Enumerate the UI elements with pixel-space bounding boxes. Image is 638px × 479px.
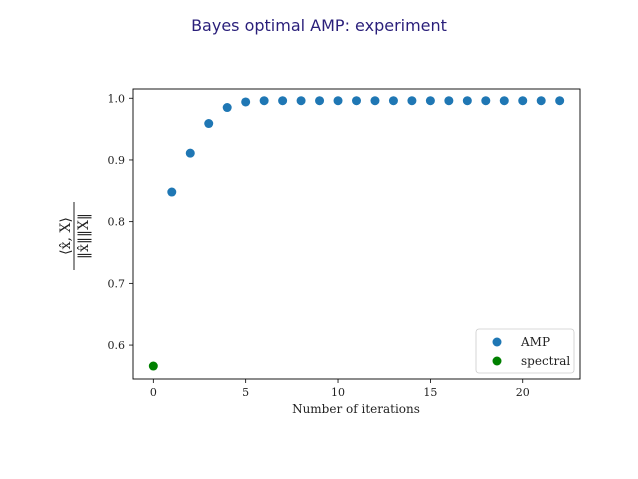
legend-marker-spectral — [492, 356, 502, 366]
data-point-amp — [407, 96, 417, 106]
data-point-amp — [241, 97, 251, 107]
legend: AMP spectral — [475, 328, 575, 374]
data-point-amp — [259, 96, 269, 106]
data-point-amp — [185, 148, 195, 158]
y-axis-ticks: 0.6 0.7 0.8 0.9 1.0 — [108, 92, 133, 352]
y-axis-label-denominator: ‖x̂‖‖X‖ — [76, 213, 92, 259]
x-tick-label: 15 — [423, 386, 437, 399]
data-point-amp — [388, 96, 398, 106]
chart-title: Bayes optimal AMP: experiment — [191, 16, 447, 35]
data-point-amp — [536, 96, 546, 106]
data-point-amp — [425, 96, 435, 106]
plot-area-frame — [132, 88, 581, 380]
data-point-amp — [315, 96, 325, 106]
legend-label-spectral: spectral — [521, 354, 570, 368]
y-tick-label: 0.7 — [108, 277, 126, 290]
x-tick-label: 0 — [150, 386, 157, 399]
y-tick-label: 0.9 — [108, 154, 126, 167]
data-point-amp — [222, 103, 232, 113]
data-point-amp — [370, 96, 380, 106]
data-point-spectral — [148, 361, 158, 371]
x-axis-label: Number of iterations — [292, 402, 420, 416]
y-axis-label-numerator: ⟨x̂, X⟩ — [58, 217, 74, 255]
data-point-amp — [462, 96, 472, 106]
data-point-amp — [481, 96, 491, 106]
y-axis-label: ⟨x̂, X⟩ ‖x̂‖‖X‖ — [58, 202, 92, 270]
y-tick-label: 0.8 — [108, 216, 126, 229]
x-axis-ticks: 0 5 10 15 20 — [150, 379, 530, 399]
data-points — [148, 96, 565, 371]
y-tick-label: 1.0 — [108, 92, 126, 105]
data-point-amp — [518, 96, 528, 106]
data-point-amp — [499, 96, 509, 106]
data-point-amp — [204, 119, 214, 129]
legend-label-amp: AMP — [520, 335, 550, 349]
x-tick-label: 10 — [331, 386, 345, 399]
data-point-amp — [333, 96, 343, 106]
data-point-amp — [555, 96, 565, 106]
x-tick-label: 20 — [516, 386, 530, 399]
x-tick-label: 5 — [242, 386, 249, 399]
data-point-amp — [444, 96, 454, 106]
data-point-amp — [296, 96, 306, 106]
data-point-amp — [167, 187, 177, 197]
legend-marker-amp — [492, 337, 502, 347]
y-tick-label: 0.6 — [108, 339, 126, 352]
data-point-amp — [278, 96, 288, 106]
data-point-amp — [352, 96, 361, 106]
